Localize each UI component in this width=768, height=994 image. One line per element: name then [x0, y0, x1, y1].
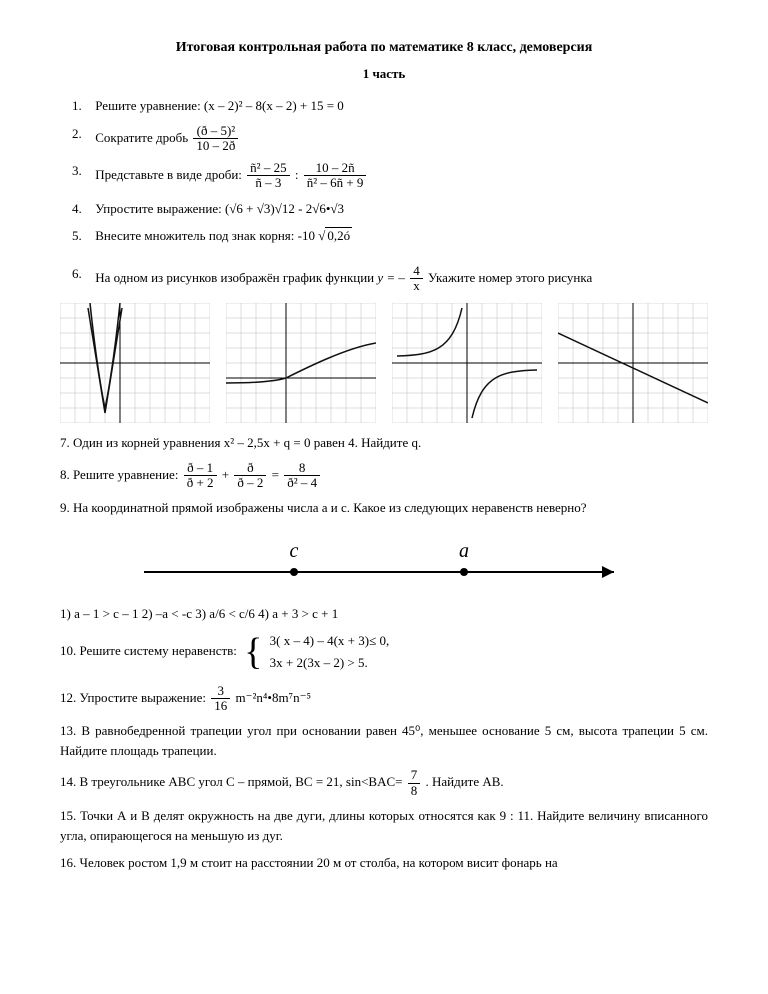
arrow-icon [602, 566, 614, 578]
q6-num: 6. [72, 264, 92, 284]
q14-frac: 78 [408, 768, 421, 798]
brace-icon: { [244, 635, 262, 669]
q2-fraction: (ð – 5)² 10 – 2ð [193, 124, 238, 154]
graph-2 [226, 303, 376, 423]
q5-num: 5. [72, 226, 92, 246]
q6-frac: 4 х [410, 264, 423, 294]
q14-text: 14. В треугольнике АВС угол С – прямой, … [60, 774, 402, 789]
label-a: a [459, 540, 469, 562]
sys-line1: 3( x – 4) – 4(x + 3)≤ 0, [270, 631, 390, 651]
q10-num: 10. Решите систему неравенств: [60, 643, 237, 658]
q6-text1: На одном из рисунков изображён график фу… [95, 269, 374, 284]
q1-num: 1. [72, 96, 92, 116]
graph-1 [60, 303, 210, 423]
sep: : [295, 167, 299, 182]
q12-frac: 316 [211, 684, 230, 714]
q8-num: 8. Решите уравнение: [60, 467, 178, 482]
q6-text2: Укажите номер этого рисунка [428, 269, 592, 284]
graph-4 [558, 303, 708, 423]
q14-rest: . Найдите АВ. [425, 774, 503, 789]
frac-num: ñ² – 25 [247, 161, 289, 176]
q6-prefix: y = – [377, 269, 405, 284]
q4-num: 4. [72, 199, 92, 219]
q6: 6. На одном из рисунков изображён график… [72, 264, 708, 294]
number-line: c a [60, 532, 708, 592]
q3-num: 3. [72, 161, 92, 181]
q7: 7. Один из корней уравнения х² – 2,5х + … [60, 433, 708, 453]
q9-options: 1) a – 1 > c – 1 2) –a < -c 3) a/6 < c/6… [60, 606, 708, 622]
frac-num: 4 [410, 264, 423, 279]
radicand: 0,2ó [325, 227, 352, 243]
label-c: c [290, 540, 299, 562]
q10: 10. Решите систему неравенств: { 3( x – … [60, 628, 708, 676]
graph-row [60, 303, 708, 423]
sys-line2: 3x + 2(3x – 2) > 5. [270, 653, 390, 673]
eq: = [272, 467, 279, 482]
q14: 14. В треугольнике АВС угол С – прямой, … [60, 768, 708, 798]
plus: + [222, 467, 229, 482]
frac-num: (ð – 5)² [193, 124, 238, 139]
q8-f3: 8ð² – 4 [284, 461, 320, 491]
q5-text: Внесите множитель под знак корня: -10 [95, 228, 315, 243]
point-c [290, 568, 298, 576]
q4-text: Упростите выражение: (√6 + √3)√12 - 2√6•… [95, 201, 344, 216]
graph-3 [392, 303, 542, 423]
q12: 12. Упростите выражение: 316 m⁻²n⁴•8m⁷n⁻… [60, 684, 708, 714]
frac-den: ñ² – 6ñ + 9 [304, 176, 367, 190]
q4: 4. Упростите выражение: (√6 + √3)√12 - 2… [72, 199, 708, 219]
page-title: Итоговая контрольная работа по математик… [60, 40, 708, 56]
part-label: 1 часть [60, 66, 708, 82]
system-lines: 3( x – 4) – 4(x + 3)≤ 0, 3x + 2(3x – 2) … [270, 628, 390, 676]
q3-frac1: ñ² – 25 ñ – 3 [247, 161, 289, 191]
q3-text: Представьте в виде дроби: [95, 167, 242, 182]
q8: 8. Решите уравнение: ð – 1ð + 2 + ðð – 2… [60, 461, 708, 491]
frac-den: ñ – 3 [247, 176, 289, 190]
q3: 3. Представьте в виде дроби: ñ² – 25 ñ –… [72, 161, 708, 191]
q12-num: 12. Упростите выражение: [60, 690, 206, 705]
q2: 2. Сократите дробь (ð – 5)² 10 – 2ð [72, 124, 708, 154]
q9: 9. На координатной прямой изображены чис… [60, 498, 708, 518]
q16: 16. Человек ростом 1,9 м стоит на рассто… [60, 853, 708, 873]
q5: 5. Внесите множитель под знак корня: -10… [72, 226, 708, 246]
q2-num: 2. [72, 124, 92, 144]
q12-rest: m⁻²n⁴•8m⁷n⁻⁵ [235, 690, 311, 705]
q8-f2: ðð – 2 [234, 461, 266, 491]
point-a [460, 568, 468, 576]
q3-frac2: 10 – 2ñ ñ² – 6ñ + 9 [304, 161, 367, 191]
frac-num: 10 – 2ñ [304, 161, 367, 176]
frac-den: х [410, 279, 423, 293]
q1: 1. Решите уравнение: (х – 2)² – 8(х – 2)… [72, 96, 708, 116]
q15: 15. Точки А и В делят окружность на две … [60, 806, 708, 845]
q2-text: Сократите дробь [95, 129, 188, 144]
worksheet: Итоговая контрольная работа по математик… [0, 0, 768, 911]
q8-f1: ð – 1ð + 2 [184, 461, 217, 491]
q1-text: Решите уравнение: (х – 2)² – 8(х – 2) + … [95, 98, 344, 113]
frac-den: 10 – 2ð [193, 139, 238, 153]
q13: 13. В равнобедренной трапеции угол при о… [60, 721, 708, 760]
